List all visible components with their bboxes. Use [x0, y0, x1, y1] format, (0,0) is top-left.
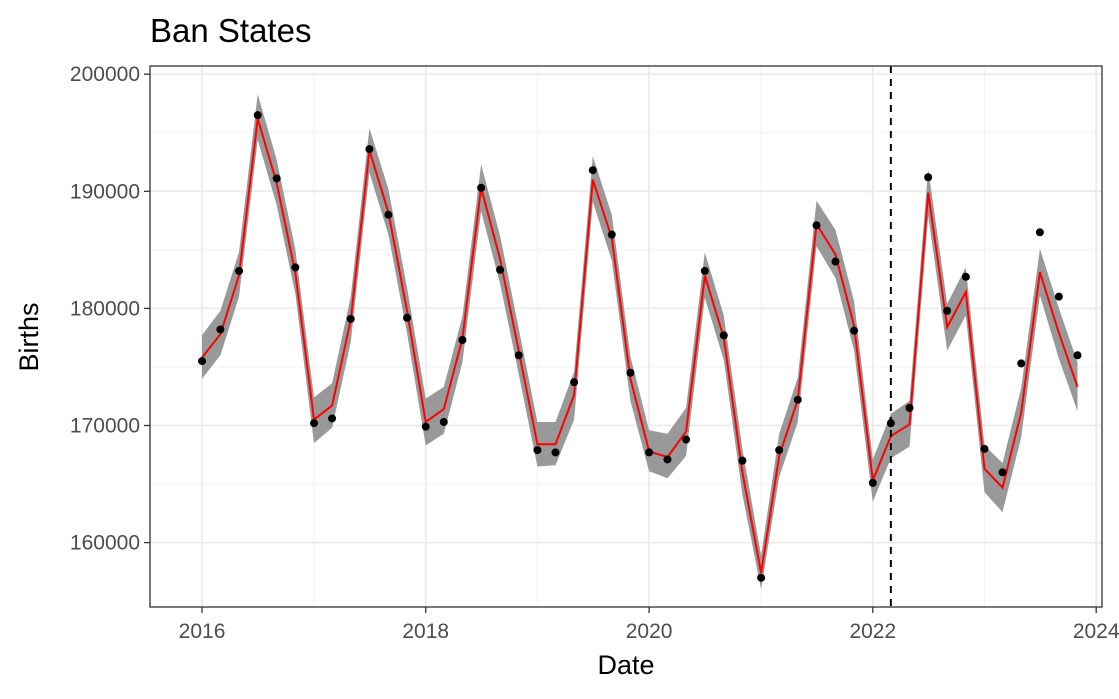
data-point	[291, 263, 300, 272]
y-tick-label: 180000	[70, 297, 140, 320]
data-point	[924, 173, 933, 182]
data-point	[775, 446, 784, 455]
data-point	[700, 266, 709, 275]
x-tick-label: 2022	[849, 620, 896, 643]
y-tick-label: 190000	[70, 180, 140, 203]
data-point	[905, 403, 914, 412]
data-point	[588, 166, 597, 175]
data-point	[719, 331, 728, 340]
data-point	[943, 306, 952, 315]
data-point	[793, 395, 802, 404]
data-point	[868, 478, 877, 487]
data-point	[365, 145, 374, 154]
x-tick-label: 2024	[1073, 620, 1119, 643]
confidence-ribbon	[202, 94, 1078, 590]
data-point	[551, 448, 560, 457]
data-point	[663, 455, 672, 464]
x-tick-label: 2020	[626, 620, 673, 643]
data-point	[757, 573, 766, 582]
data-point	[738, 456, 747, 465]
data-point	[1054, 292, 1063, 301]
data-point	[831, 257, 840, 266]
data-point	[682, 435, 691, 444]
data-point	[403, 313, 412, 322]
data-point	[570, 378, 579, 387]
x-axis-title: Date	[597, 650, 654, 680]
data-point	[439, 417, 448, 426]
data-point	[533, 446, 542, 455]
data-point	[384, 210, 393, 219]
data-point	[514, 351, 523, 360]
data-point	[1017, 359, 1026, 368]
y-tick-label: 200000	[70, 63, 140, 86]
data-point	[216, 325, 225, 334]
x-tick-label: 2016	[179, 620, 226, 643]
data-point	[310, 419, 319, 428]
x-tick-label: 2018	[402, 620, 449, 643]
data-point	[1035, 228, 1044, 237]
data-point	[253, 111, 262, 120]
data-points	[198, 111, 1082, 582]
data-point	[998, 468, 1007, 477]
data-point	[198, 357, 207, 366]
data-point	[235, 266, 244, 275]
data-point	[346, 314, 355, 323]
data-point	[421, 422, 430, 431]
data-point	[961, 272, 970, 281]
fitted-line	[201, 118, 1079, 574]
y-axis-title: Births	[14, 302, 44, 371]
x-axis: 2016 2018 2020 2022 2024	[179, 607, 1119, 643]
data-point	[812, 221, 821, 230]
data-point	[1073, 351, 1082, 360]
y-axis: 160000 170000 180000 190000 200000	[70, 63, 150, 555]
data-point	[477, 183, 486, 192]
data-point	[645, 448, 654, 457]
data-point	[272, 174, 281, 183]
data-point	[850, 326, 859, 335]
data-point	[607, 230, 616, 239]
data-point	[458, 336, 467, 345]
y-tick-label: 160000	[70, 532, 140, 555]
data-point	[980, 444, 989, 453]
y-tick-label: 170000	[70, 414, 140, 437]
data-point	[328, 414, 337, 423]
chart-title: Ban States	[150, 12, 311, 49]
data-point	[496, 265, 505, 274]
data-point	[626, 368, 635, 377]
panel-border	[149, 65, 1103, 608]
